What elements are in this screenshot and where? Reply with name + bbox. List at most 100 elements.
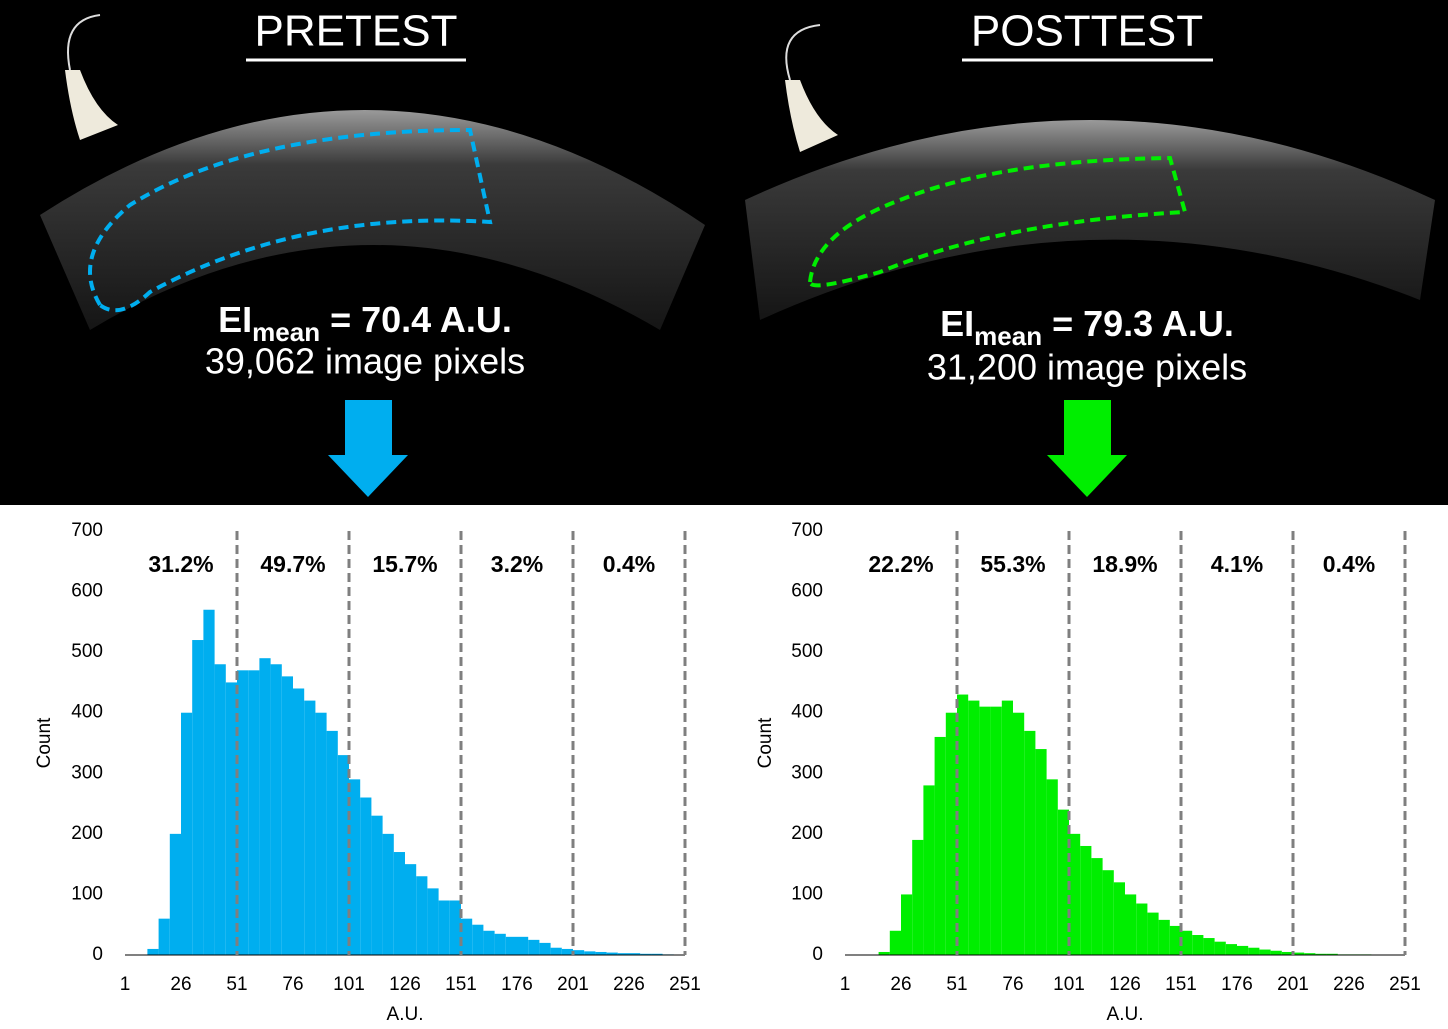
ei-label: EImean = 70.4 A.U. — [218, 299, 512, 347]
bar — [1225, 944, 1237, 955]
ei-label: EImean = 79.3 A.U. — [940, 303, 1234, 351]
bar — [617, 953, 629, 955]
bar — [461, 918, 473, 955]
x-tick-label: 26 — [890, 974, 911, 995]
x-tick-label: 201 — [1277, 974, 1309, 995]
ei: EI — [218, 299, 252, 340]
bar — [957, 694, 969, 955]
bar — [147, 948, 159, 955]
bar — [573, 950, 585, 955]
panel-title: PRETEST — [255, 7, 458, 56]
x-tick-label: 151 — [1165, 974, 1197, 995]
bar — [1001, 700, 1013, 955]
y-tick-label: 300 — [791, 762, 823, 783]
x-tick-label: 151 — [445, 974, 477, 995]
bar — [1192, 935, 1204, 955]
bar — [371, 815, 383, 955]
bar — [1259, 949, 1271, 955]
y-axis-title: Count — [34, 717, 55, 768]
bar — [1214, 941, 1226, 955]
region-percent: 22.2% — [868, 551, 933, 577]
x-tick-label: 251 — [1389, 974, 1421, 995]
arrow — [1047, 400, 1127, 497]
bar — [169, 833, 181, 955]
region-percent: 31.2% — [148, 551, 213, 577]
bar — [1125, 894, 1137, 955]
region-percent: 55.3% — [980, 551, 1045, 577]
bar — [584, 951, 596, 955]
bar — [878, 951, 890, 955]
bar — [360, 797, 372, 955]
bar — [382, 833, 394, 955]
x-tick-label: 51 — [226, 974, 247, 995]
y-tick-label: 400 — [791, 702, 823, 723]
bar — [595, 951, 607, 955]
bar — [259, 658, 271, 955]
region-percent: 18.9% — [1092, 551, 1157, 577]
ei-value: = 70.4 A.U. — [320, 299, 512, 340]
bar — [337, 755, 349, 955]
bar — [979, 706, 991, 955]
bar — [934, 736, 946, 955]
bar — [1248, 947, 1260, 955]
bar — [214, 664, 226, 955]
bar — [912, 839, 924, 955]
bar — [225, 682, 237, 955]
bar — [1080, 845, 1092, 955]
y-tick-label: 200 — [71, 823, 103, 844]
region-percent: 49.7% — [260, 551, 325, 577]
bar — [438, 900, 450, 955]
roi-outline — [808, 155, 1188, 288]
bar — [901, 894, 913, 955]
bar — [1293, 952, 1305, 955]
bar — [315, 712, 327, 955]
region-percent: 4.1% — [1211, 551, 1263, 577]
bar — [326, 730, 338, 955]
x-tick-label: 76 — [282, 974, 303, 995]
y-tick-label: 300 — [71, 762, 103, 783]
y-tick-label: 200 — [791, 823, 823, 844]
bar — [1102, 870, 1114, 955]
bar — [405, 864, 417, 955]
x-tick-label: 176 — [501, 974, 533, 995]
x-tick-label: 226 — [1333, 974, 1365, 995]
bar — [1035, 749, 1047, 955]
bar — [539, 942, 551, 955]
ei-sub: mean — [974, 321, 1042, 351]
bar — [1069, 833, 1081, 955]
y-tick-label: 500 — [791, 641, 823, 662]
bar — [1024, 730, 1036, 955]
x-tick-label: 51 — [946, 974, 967, 995]
x-tick-label: 1 — [120, 974, 131, 995]
x-axis-title: A.U. — [387, 1004, 424, 1025]
bar — [1057, 809, 1069, 955]
y-tick-label: 100 — [71, 883, 103, 904]
y-tick-label: 400 — [71, 702, 103, 723]
y-tick-label: 700 — [71, 520, 103, 541]
region-percent: 15.7% — [372, 551, 437, 577]
x-tick-label: 201 — [557, 974, 589, 995]
bar — [416, 876, 428, 955]
pixel-count: 39,062 image pixels — [205, 341, 525, 382]
ultrasound-image — [40, 109, 705, 330]
x-tick-label: 26 — [170, 974, 191, 995]
ei-value: = 79.3 A.U. — [1042, 303, 1234, 344]
y-axis-title: Count — [755, 717, 776, 768]
bar — [1237, 945, 1249, 955]
y-tick-label: 0 — [92, 944, 103, 965]
bar — [304, 700, 316, 955]
probe-icon — [65, 14, 118, 140]
x-tick-label: 126 — [389, 974, 421, 995]
bar — [1304, 953, 1316, 955]
bar — [1169, 925, 1181, 955]
bar — [192, 640, 204, 955]
roi-outline — [88, 127, 493, 313]
bar — [1326, 953, 1338, 955]
probe-icon — [785, 24, 838, 152]
bar — [158, 918, 170, 955]
x-tick-label: 251 — [669, 974, 701, 995]
bar — [483, 930, 495, 955]
x-tick-label: 101 — [1053, 974, 1085, 995]
bar — [349, 779, 361, 955]
